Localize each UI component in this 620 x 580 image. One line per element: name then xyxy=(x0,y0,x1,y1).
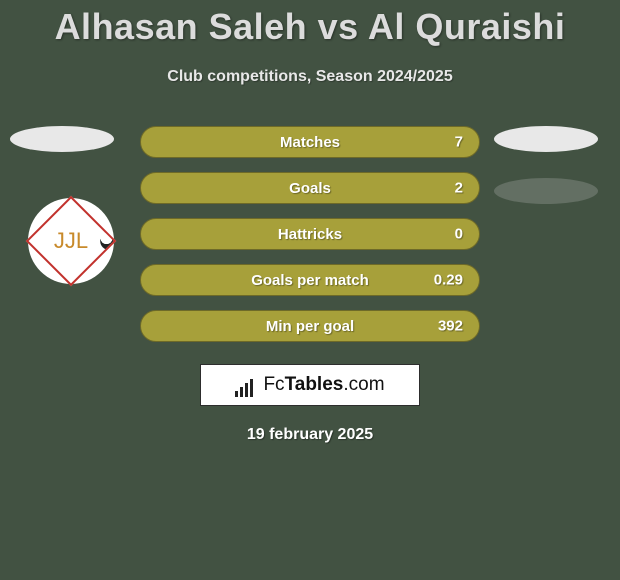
stat-value: 7 xyxy=(455,134,463,151)
stat-bar-goals: Goals 2 xyxy=(140,172,480,204)
page-title: Alhasan Saleh vs Al Quraishi xyxy=(0,0,620,48)
stat-label: Min per goal xyxy=(266,318,354,335)
stat-bar-hattricks: Hattricks 0 xyxy=(140,218,480,250)
team-badge: JJL xyxy=(28,198,114,284)
player-left-placeholder xyxy=(10,126,114,152)
stat-value: 2 xyxy=(455,180,463,197)
stat-value: 392 xyxy=(438,318,463,335)
stat-bar-matches: Matches 7 xyxy=(140,126,480,158)
brand-prefix: Fc xyxy=(263,374,284,395)
subtitle: Club competitions, Season 2024/2025 xyxy=(0,68,620,86)
stat-label: Matches xyxy=(280,134,340,151)
comparison-panel: JJL Matches 7 Goals 2 Hattricks 0 Goals … xyxy=(0,126,620,444)
stat-bar-min-per-goal: Min per goal 392 xyxy=(140,310,480,342)
player-right-placeholder-2 xyxy=(494,178,598,204)
stat-value: 0 xyxy=(455,226,463,243)
stat-bars: Matches 7 Goals 2 Hattricks 0 Goals per … xyxy=(140,126,480,342)
brand-suffix: .com xyxy=(343,374,384,395)
brand-bold: Tables xyxy=(285,374,344,395)
badge-ball-icon xyxy=(100,232,116,250)
stat-label: Goals per match xyxy=(251,272,369,289)
brand-box: FcTables.com xyxy=(200,364,420,406)
stat-value: 0.29 xyxy=(434,272,463,289)
brand-text: FcTables.com xyxy=(263,374,384,396)
stat-label: Hattricks xyxy=(278,226,342,243)
report-date: 19 february 2025 xyxy=(0,426,620,444)
bar-chart-icon xyxy=(235,373,259,397)
player-right-placeholder-1 xyxy=(494,126,598,152)
stat-label: Goals xyxy=(289,180,331,197)
stat-bar-goals-per-match: Goals per match 0.29 xyxy=(140,264,480,296)
badge-monogram: JJL xyxy=(47,217,95,265)
